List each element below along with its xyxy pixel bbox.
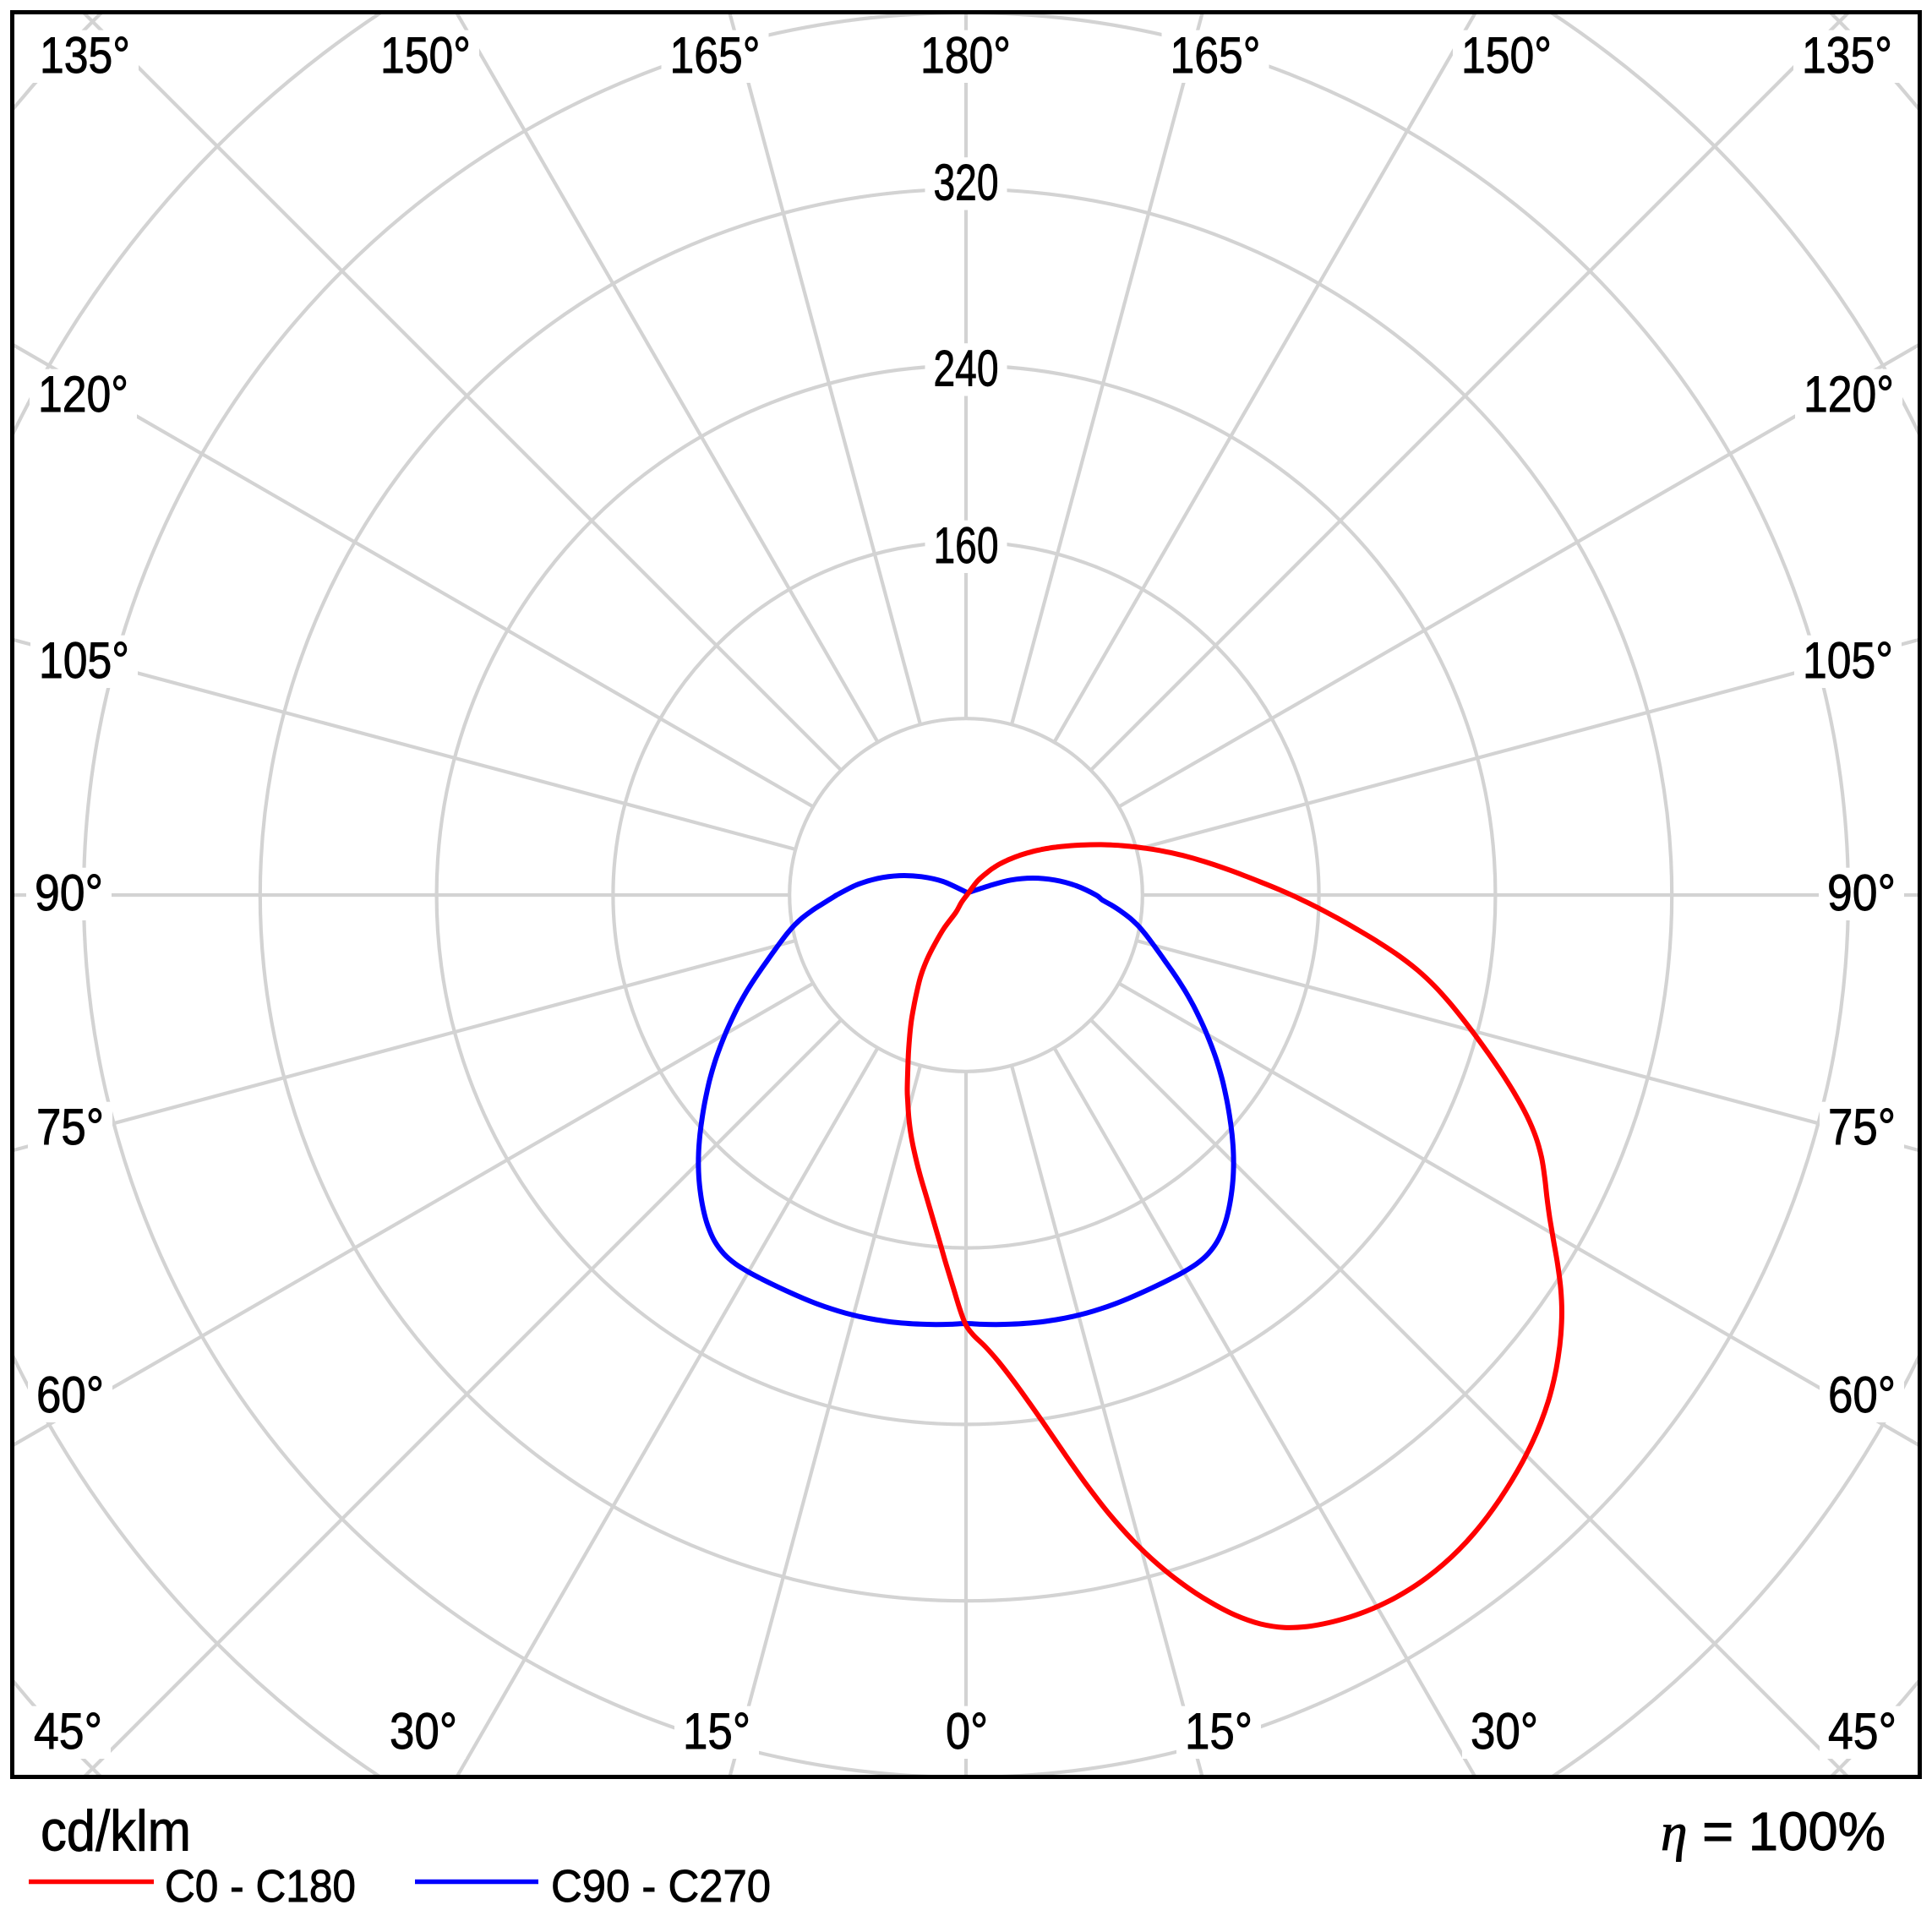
svg-text:105°: 105° — [1803, 632, 1893, 689]
svg-text:0°: 0° — [946, 1703, 988, 1760]
svg-text:75°: 75° — [36, 1099, 104, 1155]
svg-text:cd/klm: cd/klm — [41, 1799, 191, 1864]
svg-text:135°: 135° — [1802, 27, 1892, 84]
svg-text:75°: 75° — [1828, 1099, 1896, 1155]
svg-text:90°: 90° — [1827, 865, 1896, 921]
svg-text:240: 240 — [934, 341, 999, 397]
svg-text:150°: 150° — [380, 27, 471, 84]
svg-text:45°: 45° — [34, 1703, 102, 1760]
svg-text:165°: 165° — [670, 27, 761, 84]
svg-text:30°: 30° — [1471, 1703, 1538, 1760]
svg-text:180°: 180° — [920, 27, 1011, 84]
svg-text:135°: 135° — [40, 27, 130, 84]
svg-text:30°: 30° — [390, 1703, 457, 1760]
svg-text:120°: 120° — [1804, 366, 1894, 423]
svg-text:120°: 120° — [38, 366, 128, 423]
svg-text:C0 - C180: C0 - C180 — [165, 1861, 356, 1912]
svg-text:165°: 165° — [1171, 27, 1261, 84]
svg-text:90°: 90° — [35, 865, 103, 921]
svg-text:320: 320 — [934, 155, 999, 211]
svg-text:45°: 45° — [1828, 1703, 1897, 1760]
svg-text:60°: 60° — [1828, 1367, 1896, 1423]
svg-text:105°: 105° — [39, 632, 129, 689]
svg-text:160: 160 — [934, 517, 999, 574]
svg-text:C90 - C270: C90 - C270 — [551, 1861, 771, 1912]
svg-text:η = 100%: η = 100% — [1661, 1801, 1886, 1862]
svg-text:60°: 60° — [36, 1367, 104, 1423]
svg-text:150°: 150° — [1461, 27, 1552, 84]
svg-text:15°: 15° — [683, 1703, 750, 1760]
svg-text:15°: 15° — [1185, 1703, 1253, 1760]
